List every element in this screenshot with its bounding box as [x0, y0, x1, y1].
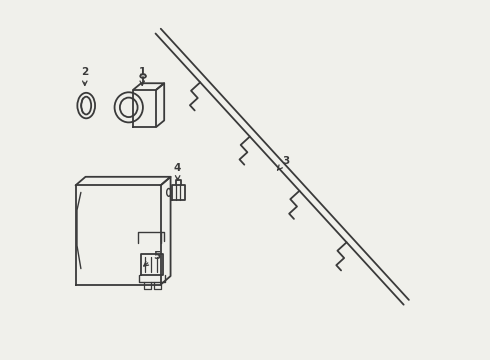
Text: 2: 2 [81, 67, 88, 85]
Text: 4: 4 [174, 163, 181, 180]
Text: 5: 5 [144, 251, 160, 266]
Text: 1: 1 [139, 67, 146, 85]
Text: 3: 3 [277, 156, 290, 170]
